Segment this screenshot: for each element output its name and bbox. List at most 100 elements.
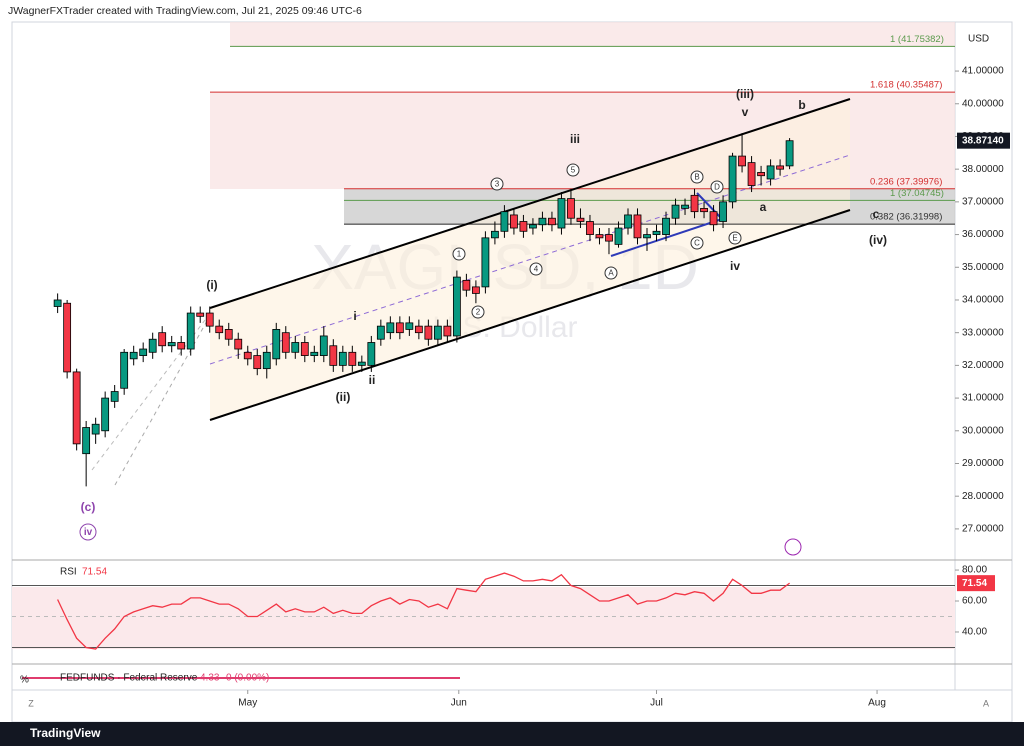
circled-label: iv	[84, 527, 93, 538]
fedfunds-change: 0 (0.00%)	[226, 673, 269, 684]
candle-body	[481, 237, 490, 288]
candle-body	[91, 423, 100, 435]
channel-lower	[209, 209, 851, 421]
y-tick-label: 41.00000	[962, 66, 1004, 77]
candle-body	[329, 345, 338, 366]
candle-body	[719, 201, 727, 222]
x-tick-label: Aug	[868, 698, 886, 709]
candle-body	[681, 204, 689, 209]
channel-mid	[209, 154, 851, 365]
trend-guide	[114, 311, 213, 486]
circled-label: D	[714, 183, 720, 192]
candle-body	[120, 351, 129, 389]
candle-body	[82, 427, 91, 455]
candle-body	[709, 211, 718, 226]
candle-body	[510, 214, 518, 229]
event-icon[interactable]	[784, 538, 802, 556]
y-tick-label: 34.00000	[962, 295, 1004, 306]
wave-label: (ii)	[336, 390, 351, 404]
candle-body	[690, 194, 699, 213]
candle-body	[196, 312, 205, 317]
circled-label-ring	[471, 305, 485, 319]
y-tick-label: 27.00000	[962, 524, 1004, 535]
candle-body	[357, 361, 366, 366]
rsi-value: 71.54	[82, 567, 107, 578]
fib-label: 0.236 (37.39976)	[870, 176, 942, 187]
circled-label-ring	[452, 247, 466, 261]
circled-label: 2	[476, 308, 481, 317]
wave-label: (iii)	[736, 87, 754, 101]
last-price-label: 38.87140	[962, 135, 1004, 146]
candle-body	[158, 332, 167, 347]
candle-body	[129, 351, 138, 360]
candle-body	[605, 234, 613, 242]
candle-body	[234, 338, 243, 350]
y-tick-label: 35.00000	[962, 262, 1004, 273]
fib-label: 1 (37.04745)	[890, 188, 944, 199]
candle-body	[662, 217, 670, 235]
x-tick-label: Jun	[451, 698, 467, 709]
candle-body	[310, 351, 319, 356]
fib-zone	[230, 22, 955, 47]
candle-body	[139, 348, 148, 356]
candle-body	[776, 165, 784, 170]
candle-body	[700, 208, 708, 213]
wave-label: iv	[730, 259, 740, 273]
rsi-band	[12, 587, 955, 649]
candle-body	[101, 397, 110, 432]
candle-body	[405, 322, 414, 330]
y-tick-label: 33.00000	[962, 327, 1004, 338]
candle-body	[633, 214, 642, 239]
wave-label: (i)	[206, 278, 217, 292]
candle-body	[462, 279, 471, 291]
fedfunds-value: 4.33	[200, 673, 220, 684]
candle-body	[471, 286, 480, 294]
rsi-tick-label: 80.00	[962, 565, 987, 576]
candle-body	[614, 227, 623, 245]
auto-scale-button[interactable]: Z	[28, 698, 34, 708]
candle-body	[348, 351, 357, 366]
channel-upper	[209, 98, 851, 309]
candle-body	[738, 155, 746, 167]
fib-label: 0.382 (36.31998)	[870, 212, 942, 223]
candle-body	[538, 217, 547, 226]
candle-body	[186, 312, 195, 350]
candle-body	[529, 224, 537, 229]
fedfunds-title: FEDFUNDS · Federal Reserve	[60, 673, 198, 684]
circled-label-ring	[690, 170, 704, 184]
footer-logo: TradingView	[30, 726, 101, 740]
circled-label-ring	[604, 266, 618, 280]
wave-label: (c)	[81, 500, 96, 514]
candle-body	[414, 325, 423, 334]
candle-body	[652, 230, 661, 235]
candle-body	[319, 335, 328, 356]
candle-body	[376, 325, 385, 340]
circled-label-ring	[490, 177, 504, 191]
circled-label-ring	[566, 163, 580, 177]
auto-button[interactable]: A	[983, 698, 989, 708]
candle-body	[272, 329, 281, 360]
circled-label: B	[694, 173, 699, 182]
candle-body	[576, 217, 585, 222]
candle-body	[148, 338, 157, 353]
candle-body	[253, 355, 262, 370]
candle-body	[548, 217, 556, 226]
circled-label: E	[732, 234, 737, 243]
candle-body	[110, 391, 119, 402]
candle-body	[519, 221, 528, 232]
y-tick-label: 36.00000	[962, 229, 1004, 240]
wave-label: v	[742, 105, 749, 119]
wave-label: (iv)	[869, 233, 887, 247]
y-tick-label: 28.00000	[962, 491, 1004, 502]
triangle-line	[696, 192, 723, 220]
circled-label-ring	[690, 236, 704, 250]
circled-label: C	[694, 239, 700, 248]
rsi-tick-label: 60.00	[962, 596, 987, 607]
wave-label: c	[873, 207, 880, 221]
circled-label-ring	[710, 180, 724, 194]
wave-label: i	[353, 309, 356, 323]
candle-body	[300, 342, 309, 356]
candle-body	[262, 351, 271, 370]
